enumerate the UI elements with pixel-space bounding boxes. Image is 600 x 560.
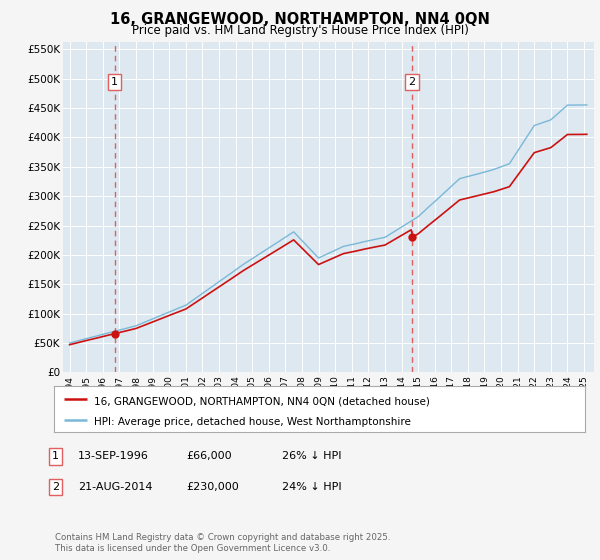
Text: £230,000: £230,000	[186, 482, 239, 492]
Text: 13-SEP-1996: 13-SEP-1996	[78, 451, 149, 461]
Text: 24% ↓ HPI: 24% ↓ HPI	[282, 482, 341, 492]
Text: 21-AUG-2014: 21-AUG-2014	[78, 482, 152, 492]
Text: 1: 1	[52, 451, 59, 461]
Text: Contains HM Land Registry data © Crown copyright and database right 2025.
This d: Contains HM Land Registry data © Crown c…	[55, 533, 391, 553]
Text: £66,000: £66,000	[186, 451, 232, 461]
Text: 2: 2	[409, 77, 416, 87]
Text: 26% ↓ HPI: 26% ↓ HPI	[282, 451, 341, 461]
Text: 16, GRANGEWOOD, NORTHAMPTON, NN4 0QN: 16, GRANGEWOOD, NORTHAMPTON, NN4 0QN	[110, 12, 490, 27]
Text: Price paid vs. HM Land Registry's House Price Index (HPI): Price paid vs. HM Land Registry's House …	[131, 24, 469, 37]
Text: 16, GRANGEWOOD, NORTHAMPTON, NN4 0QN (detached house): 16, GRANGEWOOD, NORTHAMPTON, NN4 0QN (de…	[94, 396, 430, 406]
Text: HPI: Average price, detached house, West Northamptonshire: HPI: Average price, detached house, West…	[94, 417, 410, 427]
Text: 2: 2	[52, 482, 59, 492]
Text: 1: 1	[111, 77, 118, 87]
